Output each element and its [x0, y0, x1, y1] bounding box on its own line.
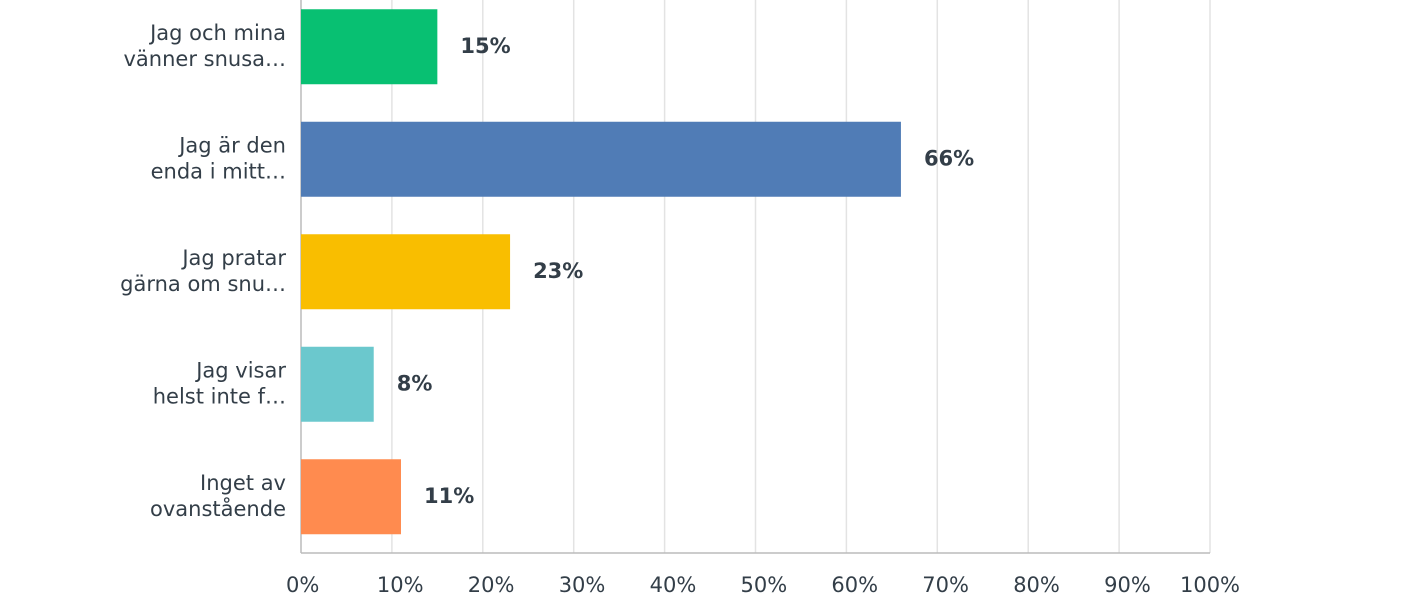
value-label: 23%	[533, 259, 583, 283]
x-tick-label: 20%	[468, 573, 515, 597]
y-tick-label-line: Inget av	[200, 471, 286, 495]
x-tick-label: 10%	[377, 573, 424, 597]
y-tick-label-line: helst inte f…	[153, 384, 286, 408]
bar	[301, 459, 401, 535]
bar	[301, 121, 901, 197]
y-tick-label-line: Jag och mina	[148, 21, 286, 45]
x-tick-label: 30%	[559, 573, 606, 597]
value-label: 15%	[460, 34, 510, 58]
y-tick-label-line: Jag visar	[194, 358, 286, 382]
y-tick-label-line: Jag pratar	[180, 246, 286, 270]
x-tick-label: 60%	[831, 573, 878, 597]
x-tick-label: 80%	[1013, 573, 1060, 597]
y-tick-label: Jag är den enda i mitt…	[151, 133, 286, 183]
x-tick-label: 50%	[741, 573, 788, 597]
y-tick-label-line: gärna om snu…	[120, 272, 286, 296]
y-tick-label: Jag visar helst inte f…	[153, 358, 287, 408]
bar	[301, 9, 438, 85]
value-label: 11%	[424, 484, 474, 508]
y-tick-label-line: vänner snusa…	[123, 47, 286, 71]
x-tick-label: 100%	[1180, 573, 1240, 597]
y-tick-label-line: ovanstående	[150, 496, 286, 521]
bar	[301, 346, 374, 422]
value-label: 66%	[924, 146, 974, 170]
x-tick-label: 0%	[286, 573, 319, 597]
x-tick-label: 70%	[922, 573, 969, 597]
y-tick-label-line: Jag är den	[177, 133, 286, 157]
x-tick-label: 90%	[1104, 573, 1151, 597]
bar	[301, 234, 511, 310]
y-tick-label: Jag pratar gärna om snu…	[120, 246, 286, 296]
y-tick-label: Jag och mina vänner snusa…	[123, 21, 286, 71]
value-label: 8%	[397, 371, 433, 395]
y-tick-label: Inget av ovanstående	[150, 471, 286, 521]
x-tick-label: 40%	[650, 573, 697, 597]
y-tick-label-line: enda i mitt…	[151, 159, 286, 183]
